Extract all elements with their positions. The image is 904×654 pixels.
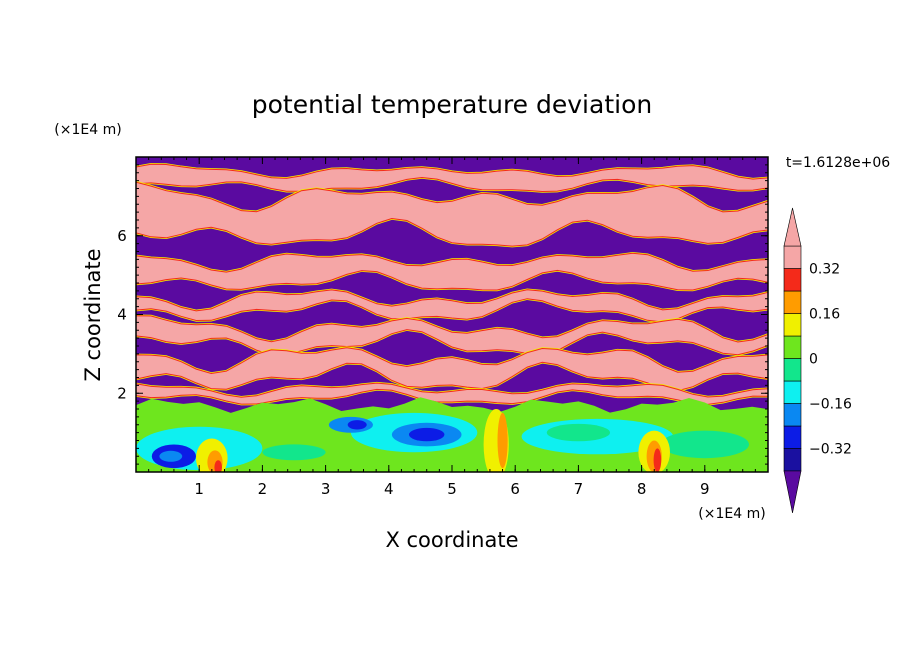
x-tick-label: 2 xyxy=(258,480,268,498)
band-positive xyxy=(136,289,768,323)
upper-bands xyxy=(136,162,768,406)
colorbar-lower-triangle xyxy=(783,470,802,514)
chart-title: potential temperature deviation xyxy=(252,90,652,119)
mixed-layer-eddy xyxy=(409,427,445,442)
colorbar-tick-label: 0 xyxy=(809,352,818,368)
band-positive xyxy=(136,315,768,356)
colorbar-tick-label: −0.32 xyxy=(809,442,852,458)
mixed-layer-eddy xyxy=(653,448,662,472)
x-tick-label: 3 xyxy=(321,480,331,498)
x-tick-label: 7 xyxy=(574,480,584,498)
colorbar-swatch xyxy=(783,380,802,404)
mixed-layer-eddy xyxy=(546,423,611,442)
mixed-layer-eddy xyxy=(159,450,183,462)
y-axis: 2 4 6 xyxy=(117,164,768,465)
mixed-layer-eddy xyxy=(214,460,222,472)
x-tick-label: 1 xyxy=(194,480,204,498)
mixed-layer xyxy=(136,397,768,472)
mixed-layer-eddy xyxy=(347,420,367,430)
band-positive xyxy=(136,252,768,291)
colorbar-swatch xyxy=(783,290,802,314)
colorbar-swatch xyxy=(783,425,802,449)
mixed-layer-eddy xyxy=(262,444,326,461)
time-label: t=1.6128e+06 xyxy=(786,155,890,171)
y-axis-title: Z coordinate xyxy=(81,248,105,381)
y-tick-label: 6 xyxy=(117,227,127,245)
colorbar-tick-label: 0.16 xyxy=(809,307,840,323)
band-positive xyxy=(136,163,768,193)
x-axis-title: X coordinate xyxy=(385,528,518,552)
colorbar-swatch xyxy=(783,268,802,292)
colorbar: 0.32 0.16 0 −0.16 −0.32 xyxy=(783,207,852,514)
colorbar-swatch xyxy=(783,403,802,427)
x-tick-label: 5 xyxy=(447,480,457,498)
x-tick-label: 4 xyxy=(384,480,394,498)
x-axis: 1 2 3 4 5 6 7 8 9 xyxy=(148,157,769,498)
colorbar-swatch xyxy=(783,358,802,382)
y-unit-label: (×1E4 m) xyxy=(54,122,121,138)
mixed-layer-eddy xyxy=(497,412,508,469)
contour-field xyxy=(136,157,768,472)
x-tick-label: 6 xyxy=(510,480,520,498)
colorbar-tick-label: 0.32 xyxy=(809,262,840,278)
band-positive xyxy=(136,347,768,392)
y-tick-label: 2 xyxy=(117,384,127,402)
colorbar-swatch xyxy=(783,313,802,337)
colorbar-swatch xyxy=(783,448,802,472)
colorbar-swatch xyxy=(783,245,802,269)
colorbar-tick-label: −0.16 xyxy=(809,397,852,413)
y-tick-label: 4 xyxy=(117,306,127,324)
x-unit-label: (×1E4 m) xyxy=(698,506,765,522)
colorbar-upper-triangle xyxy=(783,207,802,247)
colorbar-swatch xyxy=(783,335,802,359)
mixed-layer-eddy xyxy=(660,430,749,459)
x-tick-label: 8 xyxy=(637,480,647,498)
band-positive xyxy=(136,382,768,405)
band-positive xyxy=(136,181,768,247)
x-tick-label: 9 xyxy=(700,480,710,498)
